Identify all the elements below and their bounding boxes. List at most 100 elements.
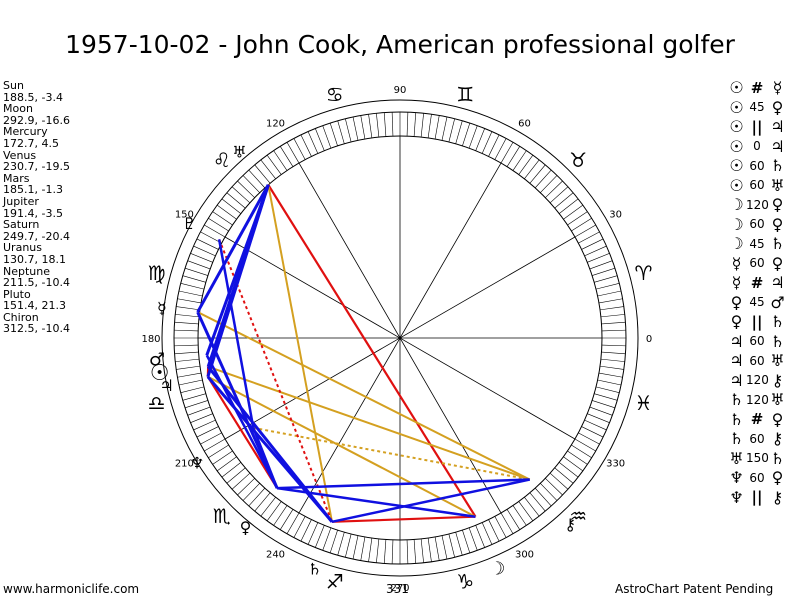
uranus-icon: ♅ <box>232 142 246 161</box>
aspect-row: ☽ 45 ♄ <box>727 234 797 254</box>
patent-notice: AstroChart Patent Pending <box>615 582 774 596</box>
sun-icon: ☉ <box>150 361 170 386</box>
ring-tick <box>226 467 246 484</box>
degree-label: 180 <box>141 334 160 345</box>
ring-tick <box>524 496 540 517</box>
ring-tick <box>266 154 282 175</box>
ring-tick <box>558 198 579 214</box>
site-link[interactable]: www.harmoniclife.com <box>3 582 140 596</box>
degree-label: 120 <box>266 118 285 129</box>
aspect-row: ☉ # ☿ <box>727 78 797 98</box>
aspect-planet-1-icon: ♆ <box>729 468 744 488</box>
ring-tick <box>512 505 527 526</box>
ring-tick <box>212 450 233 465</box>
aspect-planet-2-icon: ♀ <box>771 409 784 429</box>
ring-tick <box>216 456 237 472</box>
ring-tick <box>500 512 514 534</box>
ring-tick <box>500 142 514 164</box>
ring-tick <box>178 290 203 297</box>
aspect-planet-2-icon: ♃ <box>770 273 785 293</box>
planet-name: Uranus <box>3 241 42 255</box>
ring-tick <box>383 112 387 137</box>
planet-name: Venus <box>3 148 37 162</box>
ring-tick <box>279 509 294 530</box>
ring-tick <box>567 211 588 226</box>
zodiac-sign-icon: ♎ <box>148 391 166 415</box>
ring-tick <box>221 462 242 478</box>
ring-tick <box>601 351 626 355</box>
aspect-row: ☉ 0 ♃ <box>727 137 797 157</box>
ring-tick <box>595 283 620 290</box>
ring-tick <box>360 115 366 140</box>
ring-tick <box>599 365 624 370</box>
degree-spoke <box>224 236 576 440</box>
aspect-planet-2-icon: ♅ <box>770 390 785 410</box>
ring-tick <box>581 238 604 250</box>
ring-tick <box>337 532 345 556</box>
aspect-planet-2-icon: ♀ <box>771 195 784 215</box>
aspect-line <box>197 311 531 481</box>
ring-tick <box>383 539 387 564</box>
ring-tick <box>597 379 622 386</box>
ring-tick <box>300 519 312 542</box>
ring-tick <box>434 115 440 140</box>
ring-tick <box>587 413 610 423</box>
ring-tick <box>368 114 373 139</box>
ring-tick <box>174 321 199 325</box>
aspect-planet-1-icon: ♄ <box>729 390 744 410</box>
ring-tick <box>567 450 588 465</box>
ring-tick <box>248 487 266 507</box>
ring-tick <box>578 231 600 244</box>
ring-tick <box>231 472 251 490</box>
ring-tick <box>594 275 618 283</box>
ring-tick <box>204 224 226 238</box>
degree-label: 90 <box>394 85 407 96</box>
aspect-type: 120 <box>746 197 769 212</box>
aspect-line <box>207 375 476 518</box>
zodiac-sign-icon: ♒ <box>569 504 587 528</box>
ring-tick <box>200 231 222 244</box>
aspect-planet-1-icon: ♃ <box>729 370 744 390</box>
ring-tick <box>174 329 199 332</box>
sign-glyphs: ♈ ♉ ♊ ♋ ♌ ♍ ♎ ♏ ♐ ♑ ♒ ♓ <box>148 83 653 594</box>
planet-position: 292.9, -16.6 <box>3 113 70 127</box>
aspect-planet-2-icon: ⚷ <box>771 370 784 390</box>
ring-tick <box>315 525 325 548</box>
aspect-planet-1-icon: ☉ <box>729 117 744 137</box>
planet-name: Saturn <box>3 218 40 232</box>
ring-tick <box>231 186 251 204</box>
ring-tick <box>208 217 229 232</box>
ring-tick <box>545 478 563 496</box>
ring-tick <box>571 444 592 459</box>
ring-tick <box>518 501 534 522</box>
aspect-row: ☉ 45 ♀ <box>727 98 797 118</box>
ring-tick <box>345 533 352 558</box>
aspect-planet-2-icon: ♅ <box>770 351 785 371</box>
ring-tick <box>322 527 332 551</box>
aspect-planet-2-icon: ☿ <box>772 78 783 98</box>
ring-tick <box>279 146 294 167</box>
ring-tick <box>286 142 300 164</box>
ring-tick <box>200 432 222 445</box>
aspect-type: 150 <box>746 451 769 466</box>
ring-tick <box>315 128 325 151</box>
degree-label: 240 <box>266 550 285 561</box>
aspect-type: # <box>750 273 764 292</box>
ring-tick <box>599 306 624 311</box>
aspect-planet-2-icon: ♀ <box>771 468 784 488</box>
aspect-type: 120 <box>746 392 769 407</box>
ring-tick <box>584 245 607 257</box>
aspect-row: ♄ 60 ⚷ <box>727 429 797 449</box>
ring-tick <box>529 492 546 512</box>
ring-tick <box>175 358 200 362</box>
ring-tick <box>352 535 359 560</box>
aspect-planet-1-icon: ☉ <box>729 156 744 176</box>
aspect-planet-2-icon: ♀ <box>771 253 784 273</box>
ring-tick <box>260 159 276 180</box>
aspect-line <box>206 376 279 489</box>
degree-label: 270 <box>390 583 409 594</box>
jupiter-icon: ♃ <box>160 376 174 395</box>
ring-tick <box>600 358 625 362</box>
planet-position: 191.4, -3.5 <box>3 206 63 220</box>
